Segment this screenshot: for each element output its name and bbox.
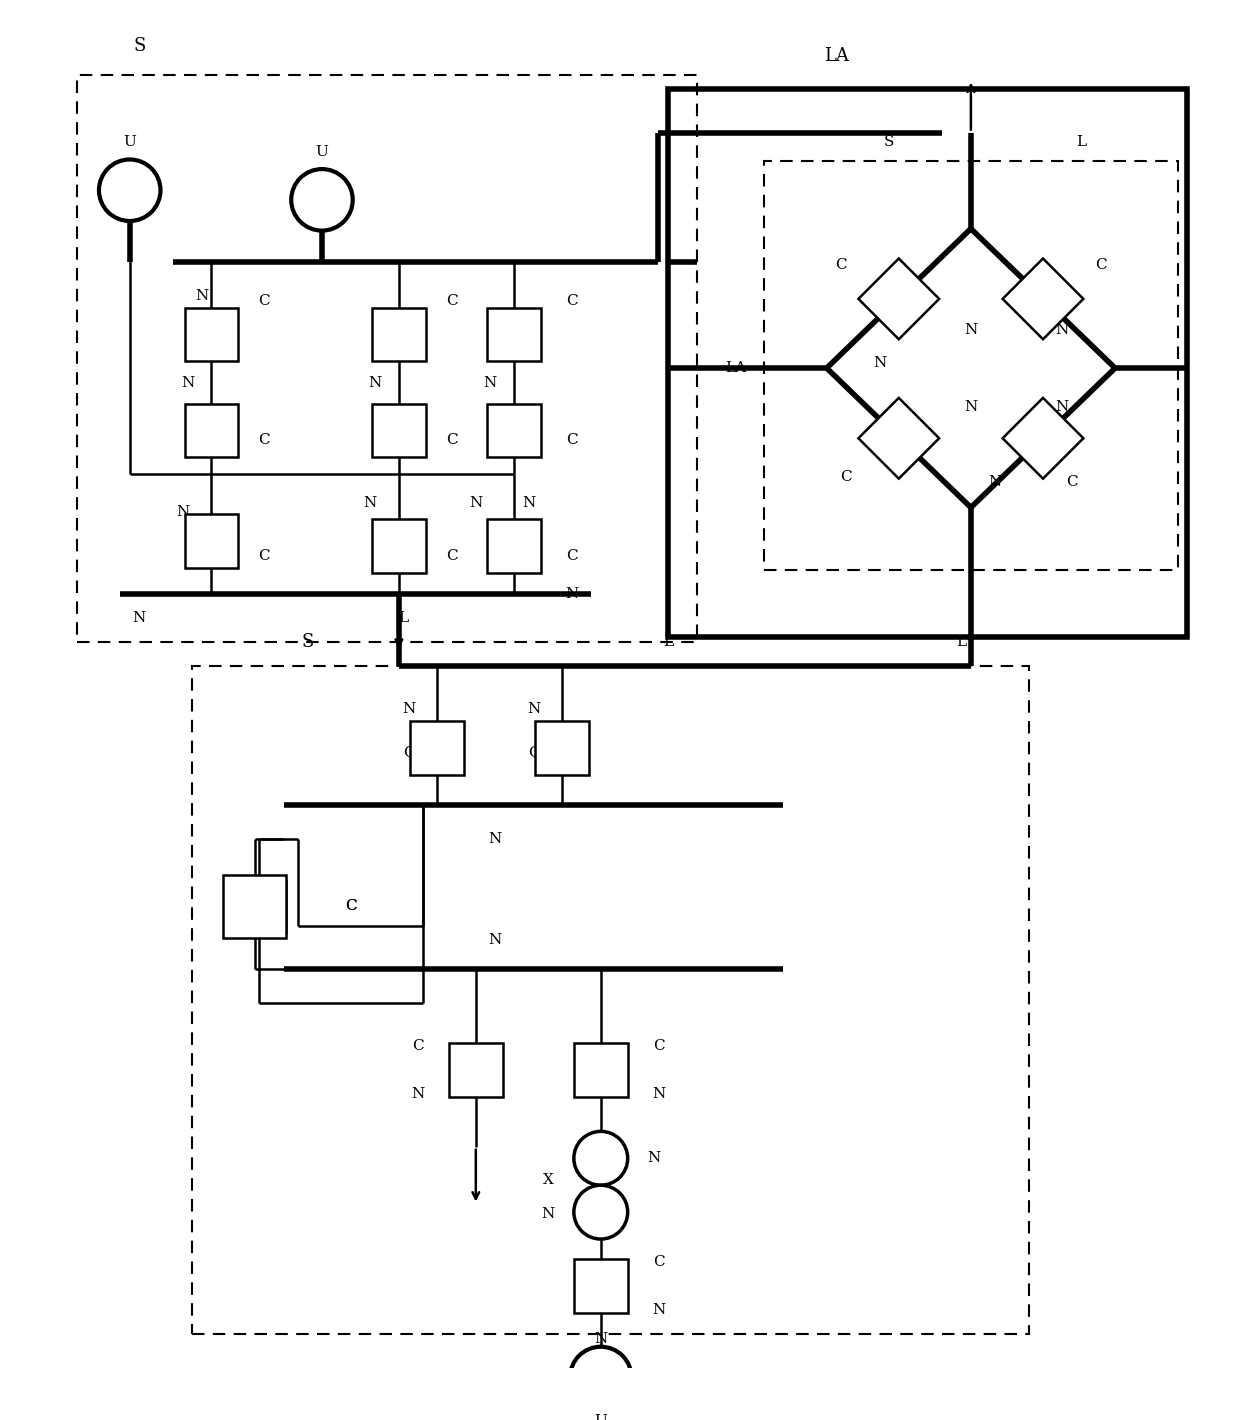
- Text: N: N: [542, 1207, 554, 1221]
- Bar: [223, 875, 286, 939]
- Circle shape: [574, 1132, 627, 1186]
- Text: L: L: [663, 635, 673, 649]
- Circle shape: [291, 169, 352, 230]
- Bar: [487, 403, 541, 457]
- Text: C: C: [446, 294, 458, 308]
- Text: N: N: [565, 586, 579, 601]
- Text: L: L: [1076, 135, 1086, 149]
- Circle shape: [99, 159, 160, 222]
- Text: C: C: [258, 294, 270, 308]
- Text: S: S: [884, 135, 894, 149]
- Text: C: C: [345, 899, 357, 913]
- Text: LA: LA: [725, 361, 746, 375]
- Text: C: C: [413, 1039, 424, 1052]
- Text: N: N: [181, 375, 193, 389]
- Text: N: N: [176, 506, 190, 520]
- Text: N: N: [988, 474, 1002, 488]
- Text: N: N: [133, 611, 146, 625]
- Text: N: N: [527, 703, 541, 716]
- Text: S: S: [133, 37, 145, 55]
- Text: N: N: [1055, 322, 1069, 337]
- Bar: [192, 666, 1028, 1335]
- Text: N: N: [195, 290, 208, 302]
- Polygon shape: [1003, 398, 1084, 479]
- Text: C: C: [446, 548, 458, 562]
- Text: L: L: [956, 635, 966, 649]
- Circle shape: [574, 1186, 627, 1240]
- Text: N: N: [489, 832, 502, 846]
- Text: C: C: [446, 433, 458, 447]
- Text: C: C: [652, 1255, 665, 1269]
- Bar: [449, 1042, 502, 1096]
- Text: C: C: [258, 433, 270, 447]
- Bar: [764, 162, 1178, 569]
- Polygon shape: [858, 398, 939, 479]
- Text: C: C: [836, 258, 847, 273]
- Bar: [574, 1042, 627, 1096]
- Text: C: C: [841, 470, 852, 484]
- Text: C: C: [567, 294, 578, 308]
- Bar: [185, 514, 238, 568]
- Bar: [372, 308, 425, 361]
- Bar: [372, 403, 425, 457]
- Text: N: N: [489, 933, 502, 947]
- Text: N: N: [469, 496, 482, 510]
- Text: C: C: [652, 1039, 665, 1052]
- Text: C: C: [1066, 474, 1078, 488]
- Text: C: C: [1095, 258, 1106, 273]
- Text: N: N: [965, 399, 977, 413]
- Bar: [410, 721, 464, 775]
- Text: U: U: [123, 135, 136, 149]
- Bar: [487, 520, 541, 572]
- Text: C: C: [258, 548, 270, 562]
- Text: U: U: [315, 145, 329, 159]
- Text: N: N: [363, 496, 377, 510]
- Bar: [487, 308, 541, 361]
- Text: N: N: [652, 1086, 665, 1100]
- Text: N: N: [647, 1152, 660, 1166]
- Text: C: C: [567, 548, 578, 562]
- Bar: [668, 89, 1187, 638]
- Circle shape: [570, 1346, 631, 1409]
- Bar: [77, 75, 697, 642]
- Polygon shape: [1003, 258, 1084, 339]
- Bar: [574, 1260, 627, 1314]
- Text: N: N: [873, 356, 887, 371]
- Text: N: N: [368, 375, 382, 389]
- Text: S: S: [301, 633, 314, 650]
- Text: N: N: [522, 496, 536, 510]
- Text: C: C: [403, 746, 414, 760]
- Text: N: N: [402, 703, 415, 716]
- Text: C: C: [567, 433, 578, 447]
- Text: N: N: [594, 1332, 608, 1346]
- Text: U: U: [594, 1414, 608, 1420]
- Bar: [536, 721, 589, 775]
- Text: LA: LA: [823, 47, 848, 65]
- Text: X: X: [542, 1173, 553, 1187]
- Bar: [185, 403, 238, 457]
- Text: L: L: [398, 611, 409, 625]
- Text: C: C: [345, 899, 357, 913]
- Bar: [372, 520, 425, 572]
- Text: C: C: [528, 746, 539, 760]
- Text: N: N: [965, 322, 977, 337]
- Bar: [185, 308, 238, 361]
- Text: N: N: [412, 1086, 425, 1100]
- Polygon shape: [858, 258, 939, 339]
- Text: N: N: [484, 375, 497, 389]
- Text: N: N: [652, 1304, 665, 1318]
- Bar: [233, 879, 286, 933]
- Text: N: N: [1055, 399, 1069, 413]
